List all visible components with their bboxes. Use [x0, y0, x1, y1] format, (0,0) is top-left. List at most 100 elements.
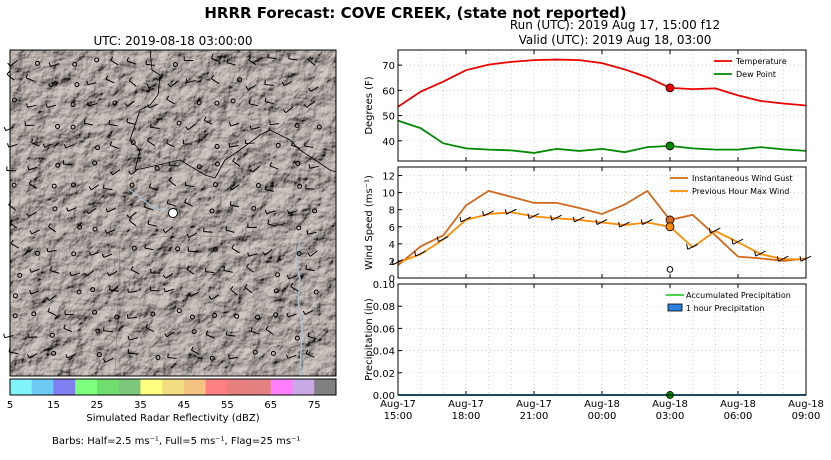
wind-barb	[129, 337, 139, 341]
wind-barb-flag	[48, 223, 52, 227]
wind-barb	[287, 354, 297, 359]
wind-barb	[619, 221, 630, 228]
plot-frame	[397, 49, 807, 162]
calm-marker	[70, 124, 76, 130]
wind-barb	[150, 126, 160, 129]
wind-barb	[248, 59, 257, 66]
y-tick-label: 0.10	[373, 280, 395, 291]
valid-time-label: Valid (UTC): 2019 Aug 18, 03:00	[518, 33, 712, 47]
wind-barb-flag	[144, 243, 147, 249]
colorbar-segment	[96, 379, 119, 395]
wind-barb-flag	[205, 330, 209, 335]
wind-barb	[145, 327, 155, 333]
y-axis-label: Wind Speed (ms⁻¹)	[364, 175, 375, 270]
wind-barb	[288, 210, 298, 215]
wind-barb-flag	[124, 102, 128, 107]
series-line	[397, 189, 807, 266]
wind-barb	[304, 309, 314, 315]
wind-barb-flag	[247, 252, 250, 257]
wind-barb	[109, 270, 118, 277]
wind-barb-flag	[307, 332, 310, 337]
wind-barb	[249, 103, 259, 107]
wind-barb-flag	[30, 138, 34, 143]
calm-marker	[11, 182, 17, 188]
wind-barb-flag	[108, 120, 111, 125]
wind-barb	[63, 327, 73, 333]
wind-barb	[307, 231, 317, 235]
calm-marker	[230, 98, 236, 104]
wind-barb	[310, 250, 318, 257]
calm-marker	[49, 332, 55, 338]
calm-marker	[70, 182, 76, 188]
wind-barb-flag	[162, 229, 166, 233]
precipitation-panel: 0.00 0.02 0.04 0.06 0.08 0.10 Accumulated Prec…	[364, 280, 807, 402]
calm-marker	[51, 183, 57, 189]
wind-barb-flag	[269, 161, 272, 166]
wind-barb-flag	[305, 349, 309, 354]
wind-barb-flag	[264, 185, 267, 190]
calm-marker	[92, 309, 98, 315]
run-time-label: Run (UTC): 2019 Aug 17, 15:00 f12	[509, 18, 721, 32]
x-tick-date: Aug-18	[788, 399, 824, 410]
wind-barb-flag	[228, 122, 232, 127]
calm-marker	[234, 313, 240, 319]
wind-barb-flag	[482, 210, 485, 217]
wind-barb	[642, 219, 653, 225]
wind-barb	[90, 251, 100, 256]
wind-barb	[188, 232, 197, 239]
wind-barb-flag	[281, 81, 285, 86]
colorbar-segment	[75, 379, 98, 395]
wind-barb-flag	[26, 354, 30, 359]
calm-marker	[95, 145, 101, 151]
y-tick-label: 0	[389, 274, 395, 285]
calm-marker	[273, 312, 279, 318]
wind-barb	[285, 106, 294, 114]
y-tick-label: 6	[389, 223, 395, 234]
wind-barb	[305, 352, 315, 358]
wind-barb	[264, 84, 274, 86]
y-tick-label: 2	[389, 257, 395, 268]
calm-marker	[189, 314, 195, 320]
wind-barb-flag	[46, 297, 50, 301]
wind-barb-flag	[618, 221, 621, 228]
wind-barb-flag	[595, 219, 598, 225]
wind-barb-flag	[109, 171, 114, 176]
wind-barb-flag	[190, 346, 194, 351]
run-valid-header: Run (UTC): 2019 Aug 17, 15:00 f12 Valid …	[390, 18, 831, 48]
wind-barb	[48, 294, 57, 302]
calm-marker	[12, 313, 18, 319]
wind-barb-flag	[228, 143, 231, 148]
wind-barb	[269, 165, 279, 170]
wind-barb	[309, 165, 319, 169]
wind-barb	[229, 145, 239, 148]
legend-label: Previous Hour Max Wind	[692, 187, 789, 196]
wind-barb	[103, 330, 113, 333]
wind-barb-flag	[27, 165, 30, 170]
calm-marker	[313, 289, 319, 295]
wind-barb-flag	[210, 54, 214, 59]
wind-barb	[71, 272, 80, 277]
y-tick-label: 0.06	[373, 324, 395, 335]
wind-barb-flag	[307, 252, 311, 257]
calm-marker	[11, 97, 17, 103]
wind-barb-flag	[162, 274, 166, 279]
calm-marker	[74, 82, 80, 88]
wind-barb	[264, 249, 273, 256]
calm-marker	[72, 61, 78, 67]
wind-barb	[4, 335, 14, 339]
wind-barb-flag	[3, 126, 7, 131]
wind-barb	[186, 268, 195, 275]
wind-barb-flag	[145, 323, 149, 328]
calm-marker	[34, 60, 40, 66]
x-tick-date: Aug-17	[448, 399, 484, 410]
wind-barb	[105, 78, 115, 84]
wind-barb	[50, 63, 60, 68]
wind-barb	[165, 226, 173, 234]
wind-barb	[244, 286, 253, 294]
wind-barb-flag	[459, 216, 462, 223]
wind-barb	[147, 223, 157, 227]
colorbar-frame	[9, 378, 337, 396]
calm-marker	[112, 100, 118, 106]
wind-barb	[148, 83, 158, 89]
calm-marker	[214, 161, 220, 167]
